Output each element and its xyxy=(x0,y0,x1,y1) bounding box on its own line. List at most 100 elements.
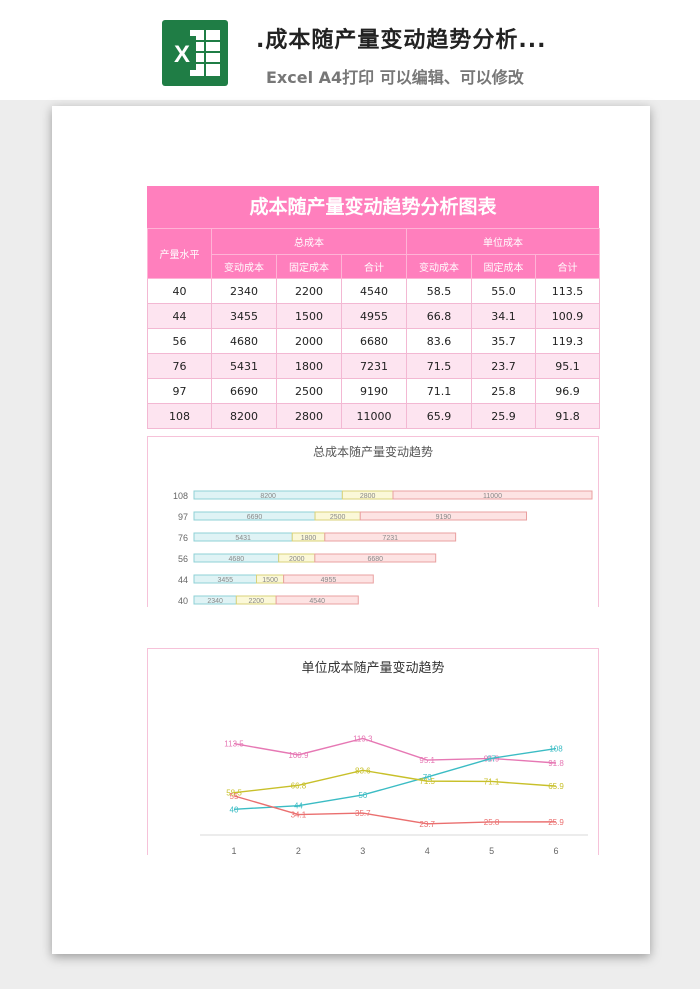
table-cell: 83.6 xyxy=(406,328,473,354)
bar-data-label: 2800 xyxy=(360,493,376,500)
line-data-label: 34.1 xyxy=(291,811,307,820)
bar-data-label: 2500 xyxy=(330,514,346,521)
bar-segment xyxy=(359,511,528,521)
sub-header-5: 合计 xyxy=(535,254,601,279)
series-line xyxy=(233,747,557,810)
bar-segment xyxy=(314,553,437,563)
table-cell: 76 xyxy=(147,353,212,379)
y-tick-label: 108 xyxy=(173,491,188,501)
table-cell: 71.5 xyxy=(406,353,473,379)
line-data-label: 76 xyxy=(423,773,432,782)
bar-data-label: 6690 xyxy=(247,514,263,521)
bar-data-label: 2200 xyxy=(248,598,264,605)
total-cost-chart: 总成本随产量变动趋势 108 8200 2800 11000 97 6690 2500 919… xyxy=(147,436,599,607)
table-cell: 1500 xyxy=(276,303,342,329)
table-cell: 2800 xyxy=(276,403,342,429)
table-cell: 2200 xyxy=(276,278,342,304)
bar-data-label: 9190 xyxy=(436,514,452,521)
bar-data-label: 1800 xyxy=(301,535,317,542)
line-data-label: 66.8 xyxy=(291,781,307,790)
line-data-label: 95.1 xyxy=(419,756,435,765)
y-tick-label: 76 xyxy=(178,533,188,543)
bar-data-label: 1500 xyxy=(262,577,278,584)
table-cell: 113.5 xyxy=(535,278,601,304)
document-subtitle: Excel A4打印 可以编辑、可以修改 xyxy=(266,68,524,87)
bar-data-label: 11000 xyxy=(483,493,502,500)
table-cell: 25.8 xyxy=(471,378,537,404)
table-cell: 4680 xyxy=(211,328,277,354)
x-tick-label: 2 xyxy=(296,846,301,855)
line-data-label: 71.1 xyxy=(484,777,500,786)
bar-data-label: 4955 xyxy=(321,577,337,584)
table-cell: 71.1 xyxy=(406,378,473,404)
x-tick-label: 5 xyxy=(489,846,494,855)
series-line xyxy=(233,769,557,794)
data-table: 产量水平 总成本 单位成本 变动成本 固定成本 合计 变动成本 固定成本 合计 40 234… xyxy=(147,228,601,429)
table-cell: 35.7 xyxy=(471,328,537,354)
table-cell: 65.9 xyxy=(406,403,473,429)
line-data-label: 25.8 xyxy=(484,818,500,827)
bar-data-label: 3455 xyxy=(217,577,233,584)
table-cell: 2500 xyxy=(276,378,342,404)
total-cost-bar-chart: 108 8200 2800 11000 97 6690 2500 9190 76 5431 1800… xyxy=(173,490,593,606)
table-cell: 5431 xyxy=(211,353,277,379)
line-data-label: 65.9 xyxy=(548,782,564,791)
line-data-label: 35.7 xyxy=(355,809,371,818)
excel-icon: X xyxy=(162,20,228,86)
table-cell: 6690 xyxy=(211,378,277,404)
line-data-label: 71.5 xyxy=(419,777,435,786)
excel-icon-letter: X xyxy=(174,41,190,68)
table-cell: 3455 xyxy=(211,303,277,329)
table-row: 108 8200 2800 11000 65.9 25.9 91.8 xyxy=(147,403,601,429)
table-cell: 55.0 xyxy=(471,278,537,304)
line-data-label: 108 xyxy=(549,745,563,754)
series-line xyxy=(233,737,557,764)
line-data-label: 40 xyxy=(230,805,239,814)
line-data-label: 83.6 xyxy=(355,766,371,775)
col-header-output: 产量水平 xyxy=(147,228,212,279)
table-cell: 91.8 xyxy=(535,403,601,429)
table-cell: 9190 xyxy=(340,378,408,404)
table-cell: 95.1 xyxy=(535,353,601,379)
table-cell: 96.9 xyxy=(535,378,601,404)
x-tick-label: 3 xyxy=(360,846,365,855)
table-cell: 4955 xyxy=(340,303,408,329)
table-cell: 1800 xyxy=(276,353,342,379)
cost-table: 成本随产量变动趋势分析图表 产量水平 总成本 单位成本 变动成本 固定成本 合计 变动… xyxy=(147,186,601,429)
unit-cost-chart: 单位成本随产量变动趋势 1 2 3 4 5 6 113.5 100.9 119.3 95.1 96.… xyxy=(147,648,599,855)
table-cell: 97 xyxy=(147,378,212,404)
line-data-label: 25.9 xyxy=(548,818,564,827)
table-cell: 11000 xyxy=(340,403,408,429)
table-cell: 34.1 xyxy=(471,303,537,329)
bar-data-label: 4680 xyxy=(229,556,245,563)
line-data-label: 91.8 xyxy=(548,759,564,768)
bar-segment xyxy=(324,532,457,542)
x-tick-label: 4 xyxy=(425,846,430,855)
table-row: 97 6690 2500 9190 71.1 25.8 96.9 xyxy=(147,378,601,404)
bar-data-label: 5431 xyxy=(235,535,251,542)
line-data-label: 44 xyxy=(294,802,303,811)
table-cell: 25.9 xyxy=(471,403,537,429)
sub-header-3: 变动成本 xyxy=(406,254,473,279)
series-line xyxy=(233,795,557,825)
y-tick-label: 40 xyxy=(178,596,188,606)
bar-segment xyxy=(392,490,593,500)
sub-header-4: 固定成本 xyxy=(471,254,537,279)
table-cell: 4540 xyxy=(340,278,408,304)
bar-data-label: 2340 xyxy=(207,598,223,605)
sub-header-2: 合计 xyxy=(340,254,408,279)
line-data-label: 100.9 xyxy=(288,751,309,760)
line-data-label: 55 xyxy=(230,792,239,801)
table-cell: 8200 xyxy=(211,403,277,429)
table-cell: 40 xyxy=(147,278,212,304)
table-cell: 2340 xyxy=(211,278,277,304)
table-cell: 100.9 xyxy=(535,303,601,329)
table-cell: 108 xyxy=(147,403,212,429)
line-data-label: 97 xyxy=(487,754,496,763)
table-row: 76 5431 1800 7231 71.5 23.7 95.1 xyxy=(147,353,601,379)
table-cell: 2000 xyxy=(276,328,342,354)
group-header-total-cost: 总成本 xyxy=(210,228,408,255)
bar-data-label: 8200 xyxy=(260,493,276,500)
bar-segment xyxy=(283,574,374,584)
